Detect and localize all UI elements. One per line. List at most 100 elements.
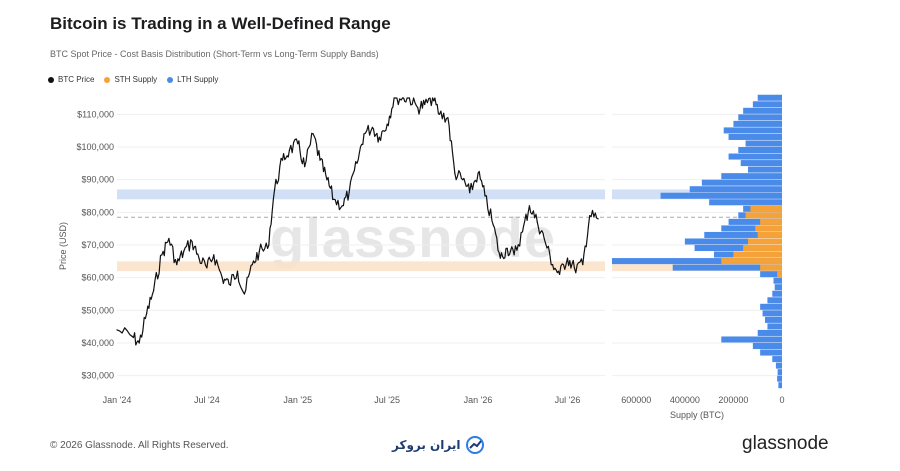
btc-price-point xyxy=(304,166,306,168)
lth-supply-bar xyxy=(773,277,782,284)
lth-supply-bar xyxy=(723,127,782,134)
lth-supply-bar xyxy=(760,303,782,310)
btc-price-point xyxy=(213,254,215,256)
lth-supply-bar xyxy=(721,336,782,343)
y-tick-label: $70,000 xyxy=(81,240,114,250)
btc-price-point xyxy=(438,113,441,115)
btc-price-point xyxy=(378,136,380,138)
sth-supply-bar xyxy=(760,218,782,225)
chart-subtitle: BTC Spot Price - Cost Basis Distribution… xyxy=(50,49,379,59)
lth-supply-bar xyxy=(778,382,782,389)
btc-price-point xyxy=(408,97,410,99)
chart-title: Bitcoin is Trading in a Well-Defined Ran… xyxy=(50,14,391,33)
lth-supply-bar xyxy=(694,245,782,252)
y-axis-label: Price (USD) xyxy=(58,222,68,270)
lth-supply-bar xyxy=(772,290,782,297)
btc-price-point xyxy=(138,342,140,344)
sth-supply-bar xyxy=(757,231,782,238)
sth-supply-bar xyxy=(733,251,782,258)
lth-supply-bar xyxy=(775,362,782,369)
btc-price-point xyxy=(341,205,343,207)
btc-price-point xyxy=(183,250,185,253)
lth-supply-bar xyxy=(689,186,782,193)
btc-price-point xyxy=(312,133,314,135)
lth-supply-bar xyxy=(760,349,782,356)
lth-supply-bar xyxy=(767,323,782,330)
btc-price-point xyxy=(221,277,223,279)
supply-x-tick-label: 0 xyxy=(779,395,784,405)
btc-price-point xyxy=(543,237,545,240)
lth-supply-bar xyxy=(728,218,782,225)
lth-supply-bar xyxy=(728,153,782,160)
btc-price-point xyxy=(274,188,276,191)
lth-supply-bar xyxy=(738,147,782,154)
btc-price-point xyxy=(597,218,599,220)
btc-price-point xyxy=(401,97,404,99)
lth-supply-bar xyxy=(728,133,782,140)
btc-price-point xyxy=(267,247,269,249)
y-tick-label: $80,000 xyxy=(81,207,114,217)
lth-supply-bar xyxy=(772,356,782,363)
range-band-0 xyxy=(117,189,605,200)
sth-supply-bar xyxy=(721,258,782,265)
lth-supply-bar xyxy=(612,258,782,265)
lth-supply-bar xyxy=(660,192,782,199)
x-tick-label: Jul '25 xyxy=(374,395,400,405)
btc-price-point xyxy=(462,179,464,181)
btc-price-point xyxy=(251,264,253,266)
lth-supply-bar xyxy=(672,264,782,271)
lth-supply-bar xyxy=(721,225,782,232)
legend-dot-btc-price xyxy=(48,76,54,83)
btc-price-point xyxy=(191,241,193,243)
lth-supply-bar xyxy=(701,179,782,186)
btc-price-point xyxy=(589,215,591,217)
btc-price-point xyxy=(258,250,260,253)
x-tick-label: Jan '25 xyxy=(283,395,312,405)
footer-brand-logo: glassnode xyxy=(742,433,829,454)
btc-price-point xyxy=(469,192,471,194)
btc-price-point xyxy=(499,257,501,259)
lth-supply-bar xyxy=(765,316,782,323)
lth-supply-bar xyxy=(748,166,782,173)
btc-price-point xyxy=(521,231,524,233)
legend: BTC Price STH Supply LTH Supply xyxy=(48,75,218,84)
legend-label-lth-supply: LTH Supply xyxy=(177,75,219,84)
btc-price-point xyxy=(573,267,576,269)
legend-dot-lth-supply xyxy=(167,76,174,83)
legend-item-btc-price: BTC Price xyxy=(48,75,94,84)
legend-dot-sth-supply xyxy=(104,76,111,83)
supply-x-tick-label: 600000 xyxy=(621,395,651,405)
x-tick-label: Jul '24 xyxy=(194,395,220,405)
footer-partner-logo: ایران بروکر xyxy=(392,436,485,454)
lth-supply-bar xyxy=(745,140,782,147)
lth-supply-bar xyxy=(762,310,782,317)
x-tick-label: Jan '24 xyxy=(103,395,132,405)
btc-price-point xyxy=(424,103,426,106)
lth-supply-bar xyxy=(767,297,782,304)
btc-price-point xyxy=(297,143,299,145)
btc-price-point xyxy=(454,172,456,174)
btc-price-point xyxy=(447,117,449,119)
btc-price-point xyxy=(236,270,239,272)
partner-name: ایران بروکر xyxy=(392,438,461,452)
btc-price-point xyxy=(552,264,554,266)
btc-price-point xyxy=(528,205,531,207)
btc-price-point xyxy=(356,162,358,164)
btc-price-point xyxy=(432,97,434,99)
y-tick-label: $40,000 xyxy=(81,338,114,348)
sth-supply-bar xyxy=(743,245,782,252)
lth-supply-bar xyxy=(757,329,782,336)
sth-supply-bar xyxy=(760,264,782,271)
lth-supply-bar xyxy=(743,107,782,114)
sth-supply-bar xyxy=(748,238,782,245)
legend-label-sth-supply: STH Supply xyxy=(114,75,158,84)
lth-supply-bar xyxy=(684,238,782,245)
sth-supply-bar xyxy=(777,271,782,278)
lth-supply-bar xyxy=(760,271,782,278)
btc-price-point xyxy=(228,283,230,285)
btc-price-point xyxy=(348,192,350,194)
btc-price-point xyxy=(198,257,200,259)
btc-price-point xyxy=(281,159,284,161)
legend-item-sth-supply: STH Supply xyxy=(104,75,157,84)
